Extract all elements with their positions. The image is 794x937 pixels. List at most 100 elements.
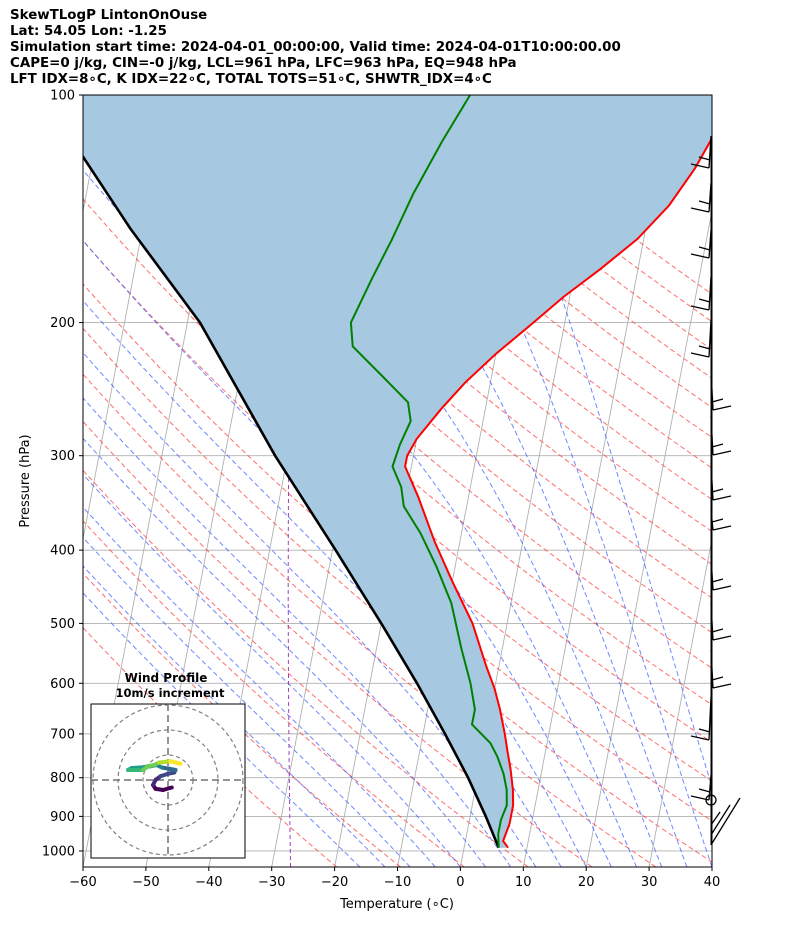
wind-barb xyxy=(708,276,712,311)
x-tick-label: −20 xyxy=(321,875,348,890)
wind-barb xyxy=(710,415,714,456)
wind-barb xyxy=(708,319,712,358)
wind-barb xyxy=(710,811,721,826)
isotherm-line xyxy=(648,536,712,867)
dewpoint-profile-line xyxy=(349,95,508,848)
y-tick-label: 600 xyxy=(50,677,75,692)
isotherm-line xyxy=(585,208,712,867)
moist-adiabat xyxy=(485,95,712,789)
dry-adiabat xyxy=(83,240,712,782)
x-tick-label: −30 xyxy=(258,875,285,890)
dry-adiabat xyxy=(83,626,338,867)
x-tick-label: 10 xyxy=(515,875,532,890)
x-tick-label: −10 xyxy=(384,875,411,890)
dry-adiabat xyxy=(83,283,712,822)
plot-title: SkewTLogP LintonOnOuse xyxy=(10,8,208,23)
wind-barb xyxy=(711,443,724,448)
y-tick-label: 200 xyxy=(50,316,75,331)
wind-barb xyxy=(698,200,711,205)
moist-adiabat xyxy=(394,95,712,867)
moist-adiabat xyxy=(83,299,562,867)
wind-barb xyxy=(710,555,714,591)
dry-adiabat xyxy=(160,95,712,566)
wind-barb xyxy=(710,369,714,411)
wind-barb xyxy=(698,298,711,303)
dry-adiabat xyxy=(83,520,465,867)
wind-barb xyxy=(710,649,714,689)
moist-adiabat xyxy=(174,95,663,867)
wind-barb xyxy=(710,602,714,641)
mixing-ratio-line xyxy=(287,95,295,867)
hodograph-content xyxy=(91,704,245,858)
parcel-profile-line xyxy=(83,154,500,849)
wind-barb xyxy=(690,163,710,169)
cape-line: CAPE=0 j/kg, CIN=-0 j/kg, LCL=961 hPa, L… xyxy=(10,56,517,71)
dry-adiabat xyxy=(83,572,401,867)
dry-adiabat xyxy=(258,95,712,469)
wind-barb xyxy=(712,683,732,689)
moist-adiabat xyxy=(83,239,587,867)
x-axis-label: Temperature (∘C) xyxy=(339,897,454,912)
wind-barb xyxy=(690,253,710,259)
calm-wind-circle xyxy=(705,794,717,806)
wind-barb xyxy=(712,405,732,411)
wind-barb xyxy=(710,509,714,531)
wind-barb xyxy=(712,635,732,641)
wind-barb xyxy=(710,462,714,501)
dry-adiabat xyxy=(83,420,593,867)
y-tick-label: 700 xyxy=(50,727,75,742)
x-tick-label: 20 xyxy=(578,875,595,890)
plot-content xyxy=(83,95,712,867)
wind-barb xyxy=(698,345,711,350)
moist-adiabat xyxy=(83,506,436,867)
y-tick-label: 100 xyxy=(50,89,75,104)
x-tick-label: −40 xyxy=(195,875,222,890)
y-axis-label: Pressure (hPa) xyxy=(18,434,33,527)
wind-barb xyxy=(711,578,724,583)
wind-barb xyxy=(712,450,732,456)
moist-adiabat xyxy=(83,565,386,867)
y-tick-label: 800 xyxy=(50,771,75,786)
wind-barb xyxy=(710,797,741,846)
location-line: Lat: 54.05 Lon: -1.25 xyxy=(10,24,167,39)
moist-adiabat xyxy=(280,95,688,867)
y-tick-label: 500 xyxy=(50,617,75,632)
hodograph-trace-segment xyxy=(173,760,183,766)
wind-barbs xyxy=(690,135,741,846)
x-tick-label: −60 xyxy=(69,875,96,890)
wind-barb xyxy=(711,518,724,523)
wind-barb xyxy=(698,788,711,793)
moist-adiabat xyxy=(83,592,361,867)
wind-barb xyxy=(708,135,712,169)
wind-barb xyxy=(698,728,711,733)
moist-adiabat xyxy=(83,473,461,867)
axes: −60 −50 −40 −30 −20 −10 0 10 20 30 40 100 200 300 400 5… xyxy=(42,89,720,891)
time-line: Simulation start time: 2024-04-01_00:00:… xyxy=(10,40,621,55)
moist-adiabat xyxy=(83,536,411,867)
moist-adiabat xyxy=(83,169,612,867)
wind-barb xyxy=(711,628,724,633)
temperature-profile-line xyxy=(404,136,712,849)
index-line: LFT IDX=8∘C, K IDX=22∘C, TOTAL TOTS=51∘C… xyxy=(10,72,492,87)
wind-barb xyxy=(708,182,712,213)
y-tick-label: 1000 xyxy=(42,844,75,859)
wind-barb xyxy=(711,398,724,403)
hodograph-title: Wind Profile xyxy=(125,671,208,685)
dry-adiabat xyxy=(83,157,712,706)
dry-adiabat xyxy=(128,95,712,599)
dry-adiabat xyxy=(83,373,657,867)
x-tick-label: 40 xyxy=(704,875,721,890)
y-tick-label: 300 xyxy=(50,449,75,464)
wind-barb xyxy=(710,804,731,836)
hodograph-subtitle: 10m/s increment xyxy=(116,686,225,700)
moist-adiabat xyxy=(83,437,486,867)
moist-adiabat xyxy=(83,397,512,867)
wind-barb xyxy=(711,488,724,493)
dry-adiabat xyxy=(193,95,712,533)
isotherm-line xyxy=(711,864,712,867)
x-tick-label: 0 xyxy=(456,875,464,890)
wind-barb xyxy=(711,676,724,681)
y-tick-label: 900 xyxy=(50,810,75,825)
wind-barb xyxy=(708,696,712,741)
